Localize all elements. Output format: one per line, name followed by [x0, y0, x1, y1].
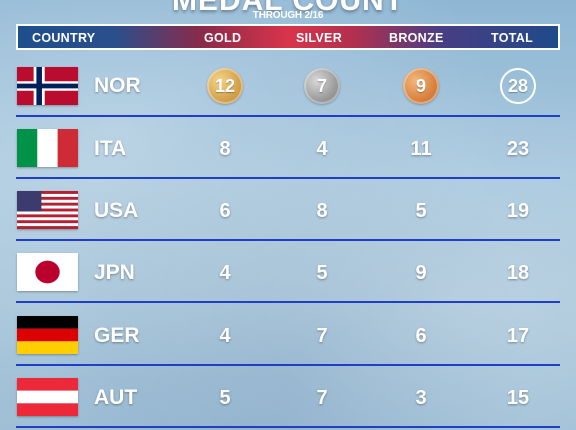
row-divider — [16, 177, 560, 179]
total-count: 23 — [506, 138, 530, 160]
country-code: JPN — [94, 261, 135, 284]
silver-medal-icon: 7 — [304, 68, 340, 104]
gold-count: 4 — [219, 262, 231, 284]
row-divider — [16, 301, 560, 303]
bronze-count: 5 — [415, 200, 427, 222]
table-row: GER 4 7 6 17 — [0, 304, 576, 366]
total-circle-icon: 28 — [500, 68, 536, 104]
silver-count: 7 — [316, 387, 328, 409]
row-divider — [16, 426, 560, 428]
header-bronze: BRONZE — [389, 31, 444, 45]
total-count: 15 — [506, 387, 530, 409]
bronze-count: 9 — [415, 75, 426, 96]
page-title: MEDAL COUNT — [171, 0, 405, 17]
country-code: GER — [94, 324, 140, 347]
table-row: JPN 4 5 9 18 — [0, 241, 576, 303]
total-count: 17 — [506, 325, 530, 347]
header-silver: SILVER — [296, 31, 343, 45]
table-row: NOR 12 7 9 28 — [0, 55, 576, 117]
gold-count: 12 — [214, 75, 236, 96]
total-count: 18 — [506, 262, 530, 284]
silver-count: 7 — [316, 325, 328, 347]
table-header: COUNTRY GOLD SILVER BRONZE TOTAL — [16, 24, 560, 50]
germany-flag-icon — [17, 316, 78, 354]
bronze-count: 11 — [410, 138, 432, 160]
table-row: ITA 8 4 11 23 — [0, 117, 576, 179]
gold-count: 4 — [219, 325, 231, 347]
country-code: ITA — [94, 137, 127, 160]
silver-count: 8 — [316, 200, 328, 222]
gold-medal-icon: 12 — [207, 68, 243, 104]
row-divider — [16, 364, 560, 366]
japan-flag-icon — [17, 253, 78, 291]
row-divider — [16, 115, 560, 117]
header-country: COUNTRY — [32, 31, 96, 45]
silver-count: 5 — [316, 262, 328, 284]
gold-count: 6 — [219, 200, 231, 222]
page-subtitle: THROUGH 2/16 — [252, 10, 324, 21]
bronze-count: 9 — [415, 262, 427, 284]
row-divider — [16, 239, 560, 241]
header-total: TOTAL — [491, 31, 534, 45]
country-code: NOR — [94, 74, 141, 97]
silver-count: 7 — [316, 75, 327, 96]
silver-count: 4 — [316, 138, 328, 160]
norway-flag-icon — [17, 67, 78, 105]
bronze-count: 3 — [415, 387, 427, 409]
table-row: USA 6 8 5 19 — [0, 179, 576, 241]
total-count: 28 — [507, 75, 529, 96]
italy-flag-icon — [17, 129, 78, 167]
bronze-medal-icon: 9 — [403, 68, 439, 104]
total-count: 19 — [506, 200, 530, 222]
gold-count: 8 — [219, 138, 231, 160]
country-code: AUT — [94, 386, 138, 409]
austria-flag-icon — [17, 378, 78, 416]
country-code: USA — [94, 199, 139, 222]
bronze-count: 6 — [415, 325, 427, 347]
gold-count: 5 — [219, 387, 231, 409]
usa-flag-icon — [17, 191, 78, 229]
table-row: AUT 5 7 3 15 — [0, 366, 576, 428]
header-gold: GOLD — [204, 31, 242, 45]
